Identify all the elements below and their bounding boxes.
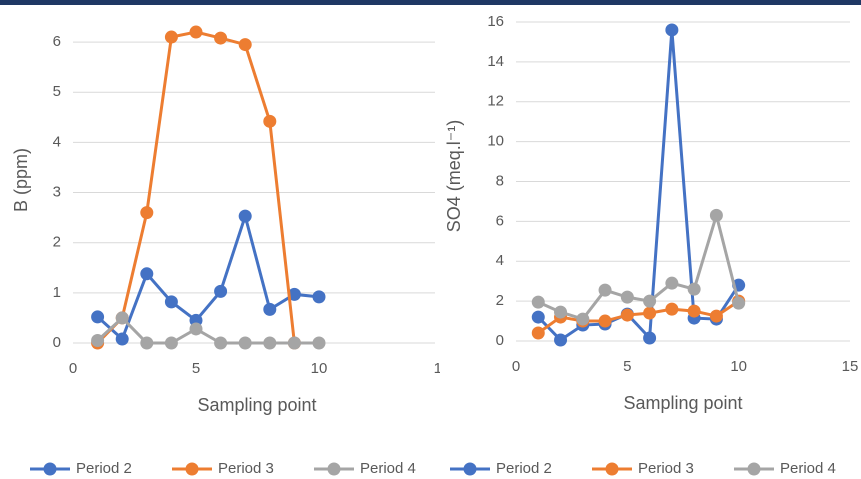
data-point xyxy=(643,294,657,308)
x-tick-label: 10 xyxy=(730,358,747,375)
data-point xyxy=(620,308,634,322)
x-tick-label: 15 xyxy=(842,358,859,375)
data-point xyxy=(732,296,746,310)
x-tick-label: 10 xyxy=(311,360,328,377)
legend-label: Period 4 xyxy=(780,460,836,477)
y-tick-label: 3 xyxy=(53,184,61,201)
y-tick-label: 5 xyxy=(53,83,61,100)
data-point xyxy=(91,333,105,347)
data-point xyxy=(214,284,228,298)
x-tick-label: 5 xyxy=(192,360,200,377)
data-point xyxy=(287,287,301,301)
data-point xyxy=(643,306,657,320)
y-tick-label: 0 xyxy=(53,334,61,351)
legend-marker xyxy=(463,462,477,476)
y-tick-label: 16 xyxy=(487,13,504,30)
data-point xyxy=(164,336,178,350)
data-point xyxy=(263,336,277,350)
data-point xyxy=(687,304,701,318)
data-point xyxy=(531,326,545,340)
data-point xyxy=(238,336,252,350)
y-axis-title: SO4 (meq.l⁻¹) xyxy=(444,120,464,233)
legend-marker xyxy=(605,462,619,476)
data-point xyxy=(709,208,723,222)
data-point xyxy=(263,114,277,128)
data-point xyxy=(665,276,679,290)
data-point xyxy=(709,309,723,323)
data-point xyxy=(665,23,679,37)
y-axis-title: B (ppm) xyxy=(11,148,31,212)
legend-marker xyxy=(747,462,761,476)
series-line xyxy=(537,29,740,342)
legend-marker xyxy=(185,462,199,476)
legend-label: Period 2 xyxy=(496,460,552,477)
data-point xyxy=(164,30,178,44)
series-line xyxy=(537,299,740,335)
data-point xyxy=(598,314,612,328)
y-tick-label: 6 xyxy=(53,33,61,50)
y-tick-label: 4 xyxy=(496,252,504,269)
y-tick-label: 4 xyxy=(53,133,61,150)
data-point xyxy=(687,282,701,296)
legend-label: Period 3 xyxy=(218,460,274,477)
data-point xyxy=(115,311,129,325)
top-bar xyxy=(0,0,861,5)
data-point xyxy=(164,295,178,309)
data-point xyxy=(189,25,203,39)
data-point xyxy=(554,333,568,347)
legend-label: Period 2 xyxy=(76,460,132,477)
y-tick-label: 2 xyxy=(53,234,61,251)
data-point xyxy=(312,336,326,350)
data-point xyxy=(643,331,657,345)
data-point xyxy=(140,267,154,281)
data-point xyxy=(214,336,228,350)
chart-so4: 0 2 4 6 8 10 12 14 16 0 5 10 15 Sampling point SO4 (me… xyxy=(444,13,859,477)
data-point xyxy=(598,283,612,297)
x-tick-label: 5 xyxy=(623,358,631,375)
data-point xyxy=(312,290,326,304)
y-tick-label: 10 xyxy=(487,133,504,150)
series-line xyxy=(96,210,320,342)
legend-label: Period 4 xyxy=(360,460,416,477)
data-point xyxy=(554,305,568,319)
data-point xyxy=(287,336,301,350)
data-point xyxy=(238,209,252,223)
x-axis-title: Sampling point xyxy=(197,395,316,415)
series-line xyxy=(537,209,741,321)
data-point xyxy=(238,38,252,52)
data-point xyxy=(665,302,679,316)
y-tick-label: 0 xyxy=(496,332,504,349)
data-point xyxy=(531,310,545,324)
data-point xyxy=(115,332,129,346)
y-tick-label: 6 xyxy=(496,212,504,229)
panel-right xyxy=(440,5,861,479)
legend-label: Period 3 xyxy=(638,460,694,477)
y-tick-label: 14 xyxy=(487,53,504,70)
y-tick-label: 12 xyxy=(487,93,504,110)
data-point xyxy=(620,290,634,304)
data-point xyxy=(91,310,105,324)
y-tick-label: 1 xyxy=(53,284,61,301)
data-point xyxy=(263,302,277,316)
x-tick-label: 0 xyxy=(69,360,77,377)
y-tick-label: 2 xyxy=(496,292,504,309)
data-point xyxy=(531,295,545,309)
data-point xyxy=(576,312,590,326)
data-point xyxy=(189,322,203,336)
x-tick-label: 0 xyxy=(512,358,520,375)
legend-marker xyxy=(327,462,341,476)
x-axis-title: Sampling point xyxy=(623,393,742,413)
legend-marker xyxy=(43,462,57,476)
series-line xyxy=(96,315,319,345)
data-point xyxy=(140,206,154,220)
y-tick-label: 8 xyxy=(496,172,504,189)
data-point xyxy=(140,336,154,350)
data-point xyxy=(214,31,228,45)
